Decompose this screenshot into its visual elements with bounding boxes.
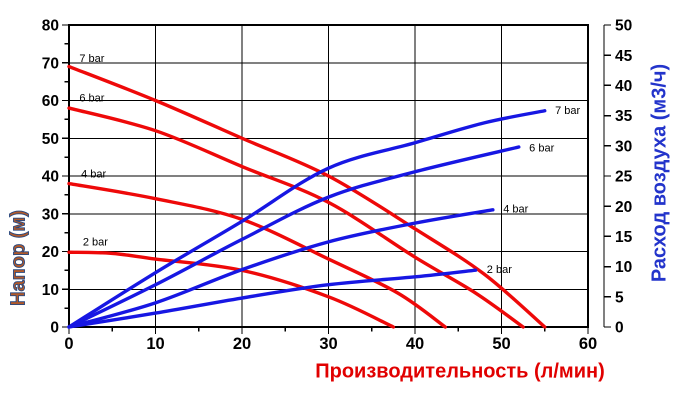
svg-text:50: 50 (615, 18, 632, 35)
curve-head-7bar (67, 64, 547, 329)
curve-label-air-2bar: 2 bar (487, 264, 512, 276)
svg-text:60: 60 (42, 93, 59, 110)
left-y-axis-title: Напор (м) (7, 210, 30, 307)
svg-text:60: 60 (579, 335, 597, 353)
svg-text:10: 10 (42, 282, 59, 299)
curve-label-head-7bar: 7 bar (79, 53, 104, 65)
curves (67, 64, 547, 329)
curve-label-head-6bar: 6 bar (79, 92, 104, 104)
svg-text:50: 50 (492, 335, 510, 353)
svg-text:0: 0 (50, 320, 59, 337)
svg-text:10: 10 (615, 259, 632, 276)
curve-label-air-6bar: 6 bar (529, 143, 554, 155)
x-axis-tick-labels: 0 10 20 30 40 50 60 (64, 335, 597, 353)
curve-head-4bar (67, 181, 447, 329)
curve-label-air-4bar: 4 bar (503, 204, 528, 216)
curve-air-4bar (67, 208, 495, 329)
curve-label-head-4bar: 4 bar (81, 169, 106, 181)
curve-air-7bar (67, 109, 547, 329)
svg-text:20: 20 (233, 335, 251, 353)
svg-text:5: 5 (615, 289, 624, 306)
svg-text:30: 30 (615, 138, 632, 155)
svg-text:40: 40 (406, 335, 424, 353)
curve-label-air-7bar: 7 bar (555, 105, 580, 117)
curve-head-6bar (67, 106, 525, 329)
svg-text:25: 25 (615, 169, 633, 186)
x-axis-title: Производительность (л/мин) (315, 360, 605, 383)
svg-text:40: 40 (615, 78, 632, 95)
svg-text:0: 0 (615, 320, 624, 337)
svg-text:0: 0 (64, 335, 73, 353)
svg-text:20: 20 (615, 199, 632, 216)
svg-text:20: 20 (42, 244, 59, 261)
curve-labels: 7 bar 6 bar 4 bar 2 bar 7 bar 6 bar 4 bar 2 bar (79, 53, 580, 276)
svg-text:70: 70 (42, 55, 59, 72)
svg-text:30: 30 (42, 206, 59, 223)
svg-text:30: 30 (319, 335, 337, 353)
curve-air-2bar (67, 268, 478, 329)
left-axis-ticks (62, 24, 69, 328)
svg-text:50: 50 (42, 131, 59, 148)
svg-text:15: 15 (615, 229, 633, 246)
right-axis-tick-labels: 0 5 10 15 20 25 30 35 40 45 50 (615, 18, 633, 337)
svg-text:10: 10 (146, 335, 164, 353)
curve-label-head-2bar: 2 bar (83, 237, 108, 249)
left-axis-tick-labels: 0 10 20 30 40 50 60 70 80 (42, 18, 59, 337)
svg-text:80: 80 (42, 18, 59, 35)
x-axis-ticks (68, 327, 589, 334)
curve-air-6bar (67, 145, 521, 329)
svg-text:35: 35 (615, 108, 633, 125)
right-axis (603, 24, 611, 328)
svg-text:45: 45 (615, 48, 633, 65)
right-y-axis-title: Расход воздуха (м3/ч) (648, 63, 671, 283)
svg-text:40: 40 (42, 169, 59, 186)
curve-head-2bar (67, 250, 396, 329)
